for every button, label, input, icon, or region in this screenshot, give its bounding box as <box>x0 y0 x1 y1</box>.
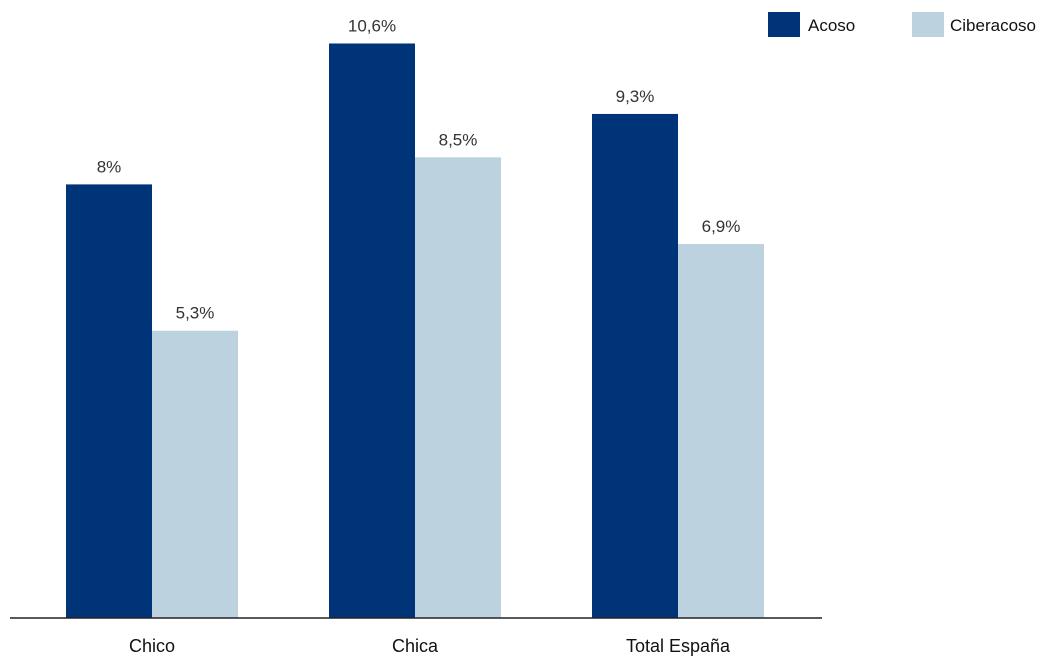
legend-swatch-ciberacoso <box>912 12 944 37</box>
legend-label-acoso: Acoso <box>808 16 855 35</box>
bar-acoso-3 <box>592 113 678 618</box>
category-label-2: Chica <box>392 636 439 656</box>
value-label-ciberacoso-2: 8,5% <box>439 130 478 149</box>
value-labels-group: 8% 5,3% 10,6% 8,5% 9,3% 6,9% <box>97 16 741 322</box>
value-label-ciberacoso-1: 5,3% <box>176 304 215 323</box>
category-labels-group: Chico Chica Total España <box>129 636 731 656</box>
legend: Acoso Ciberacoso <box>768 12 1036 37</box>
bar-acoso-2 <box>329 43 415 619</box>
bar-ciberacoso-2 <box>415 157 501 619</box>
legend-label-ciberacoso: Ciberacoso <box>950 16 1036 35</box>
bar-ciberacoso-1 <box>152 330 238 618</box>
legend-swatch-acoso <box>768 12 800 37</box>
value-label-acoso-1: 8% <box>97 157 122 176</box>
value-label-ciberacoso-3: 6,9% <box>702 217 741 236</box>
category-label-3: Total España <box>626 636 731 656</box>
bar-ciberacoso-3 <box>678 244 764 618</box>
value-label-acoso-2: 10,6% <box>348 16 396 35</box>
bars-group <box>66 43 764 619</box>
value-label-acoso-3: 9,3% <box>616 87 655 106</box>
bar-acoso-1 <box>66 184 152 618</box>
category-label-1: Chico <box>129 636 175 656</box>
